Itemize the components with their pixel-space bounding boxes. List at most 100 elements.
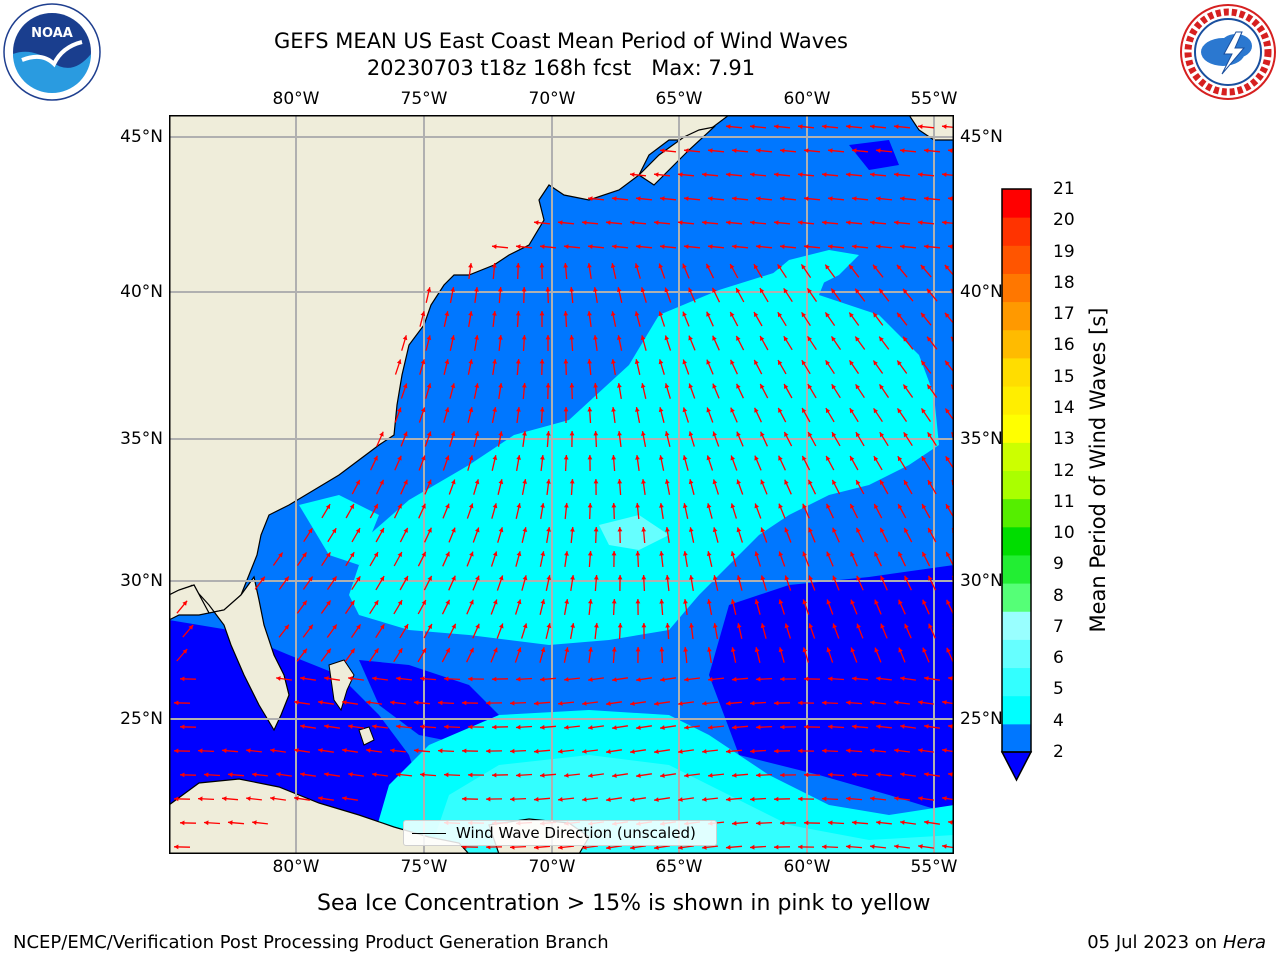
direction-arrow-head [732,244,737,249]
direction-arrow-head [832,479,837,485]
direction-arrow-head [904,623,909,629]
direction-arrow-head [682,407,688,413]
map-panel[interactable] [169,115,954,854]
direction-arrow-head [593,575,599,580]
direction-arrow-head [922,599,927,605]
direction-arrow-head [564,551,569,556]
direction-arrow-head [380,624,385,630]
direction-arrow-head [774,748,779,754]
colorbar-band [1002,414,1031,443]
direction-arrow-head [702,845,707,850]
direction-arrow-head [678,797,683,802]
direction-arrow-head [928,623,933,629]
direction-arrow-head [564,599,569,604]
direction-arrow-head [540,676,545,682]
direction-arrow-head [397,455,402,461]
direction-arrow-head [846,700,851,706]
direction-arrow-head [634,359,640,364]
direction-arrow-head [920,264,926,270]
direction-arrow-head [897,408,902,414]
direction-arrow-head [849,408,855,414]
direction-arrow-head [539,311,545,316]
direction-arrow-head [753,264,759,270]
direction-arrow-head [870,700,875,705]
direction-arrow-head [606,845,611,850]
direction-arrow-head [801,312,806,318]
direction-arrow-head [801,360,807,366]
direction-arrow-head [928,527,933,533]
direction-arrow-head [948,148,953,153]
lat-label-left: 35°N [120,429,163,449]
direction-arrow-head [636,725,641,730]
direction-arrow-head [403,431,408,437]
direction-arrow-head [665,623,671,628]
direction-arrow-head [706,407,711,413]
direction-arrow-head [640,335,646,341]
direction-arrow-head [678,749,683,754]
direction-arrow-head [390,700,395,705]
direction-arrow-head [730,551,736,557]
direction-arrow-head [493,599,498,605]
direction-arrow-head [252,772,257,777]
direction-arrow-head [918,796,923,801]
direction-arrow-head [855,336,860,342]
direction-arrow-head [445,503,450,509]
direction-arrow-head [654,220,659,225]
direction-arrow-head [499,623,504,629]
colorbar-tick-label: 12 [1053,460,1075,481]
direction-arrow-head [445,599,450,605]
direction-arrow-head [924,244,929,249]
direction-arrow-head [832,623,837,629]
direction-arrow-head [707,647,712,652]
direction-arrow-head [730,359,735,365]
direction-arrow-head [870,124,875,129]
direction-arrow-head [750,220,755,225]
direction-arrow-head [582,220,587,225]
direction-arrow-head [521,287,527,292]
direction-arrow-head [593,335,598,340]
direction-arrow-head [593,527,599,532]
direction-arrow-head [828,676,833,682]
direction-arrow-head [944,264,950,270]
direction-arrow-head [516,503,522,508]
direction-arrow-head [730,407,735,413]
direction-arrow-head [850,599,855,605]
direction-arrow-head [736,623,742,628]
direction-arrow-head [396,676,401,681]
direction-arrow-head [593,431,599,436]
direction-arrow-head [678,701,683,706]
direction-arrow-head [760,431,765,437]
direction-arrow-head [468,311,473,316]
direction-arrow-head [802,551,807,557]
direction-arrow-head [918,700,923,705]
direction-arrow-head [880,480,885,485]
direction-arrow-head [492,772,497,778]
colorbar-band [1002,526,1031,556]
direction-arrow-head [558,845,563,850]
direction-arrow-head [468,503,474,509]
direction-arrow-head [522,527,528,532]
direction-arrow-head [822,748,827,754]
direction-arrow-head [802,455,807,461]
direction-arrow-head [894,844,899,849]
direction-arrow-head [822,700,827,706]
direction-arrow-head [558,701,563,706]
direction-arrow-head [876,772,881,777]
direction-arrow-head [372,772,377,777]
direction-arrow-head [563,359,569,364]
direction-arrow-head [546,527,551,532]
direction-arrow-head [804,772,809,778]
direction-arrow-head [594,623,599,628]
direction-arrow-head [569,431,575,436]
lon-label-bottom: 55°W [910,857,958,877]
direction-arrow-head [778,551,783,557]
direction-arrow-head [712,527,718,533]
direction-arrow-head [641,431,646,436]
direction-arrow-head [736,288,741,293]
direction-arrow-head [900,244,905,249]
direction-arrow-head [421,648,426,654]
direction-arrow-head [879,384,884,390]
direction-arrow-head [876,148,881,153]
period-4-6-region [349,265,939,645]
direction-arrow-head [534,220,539,225]
